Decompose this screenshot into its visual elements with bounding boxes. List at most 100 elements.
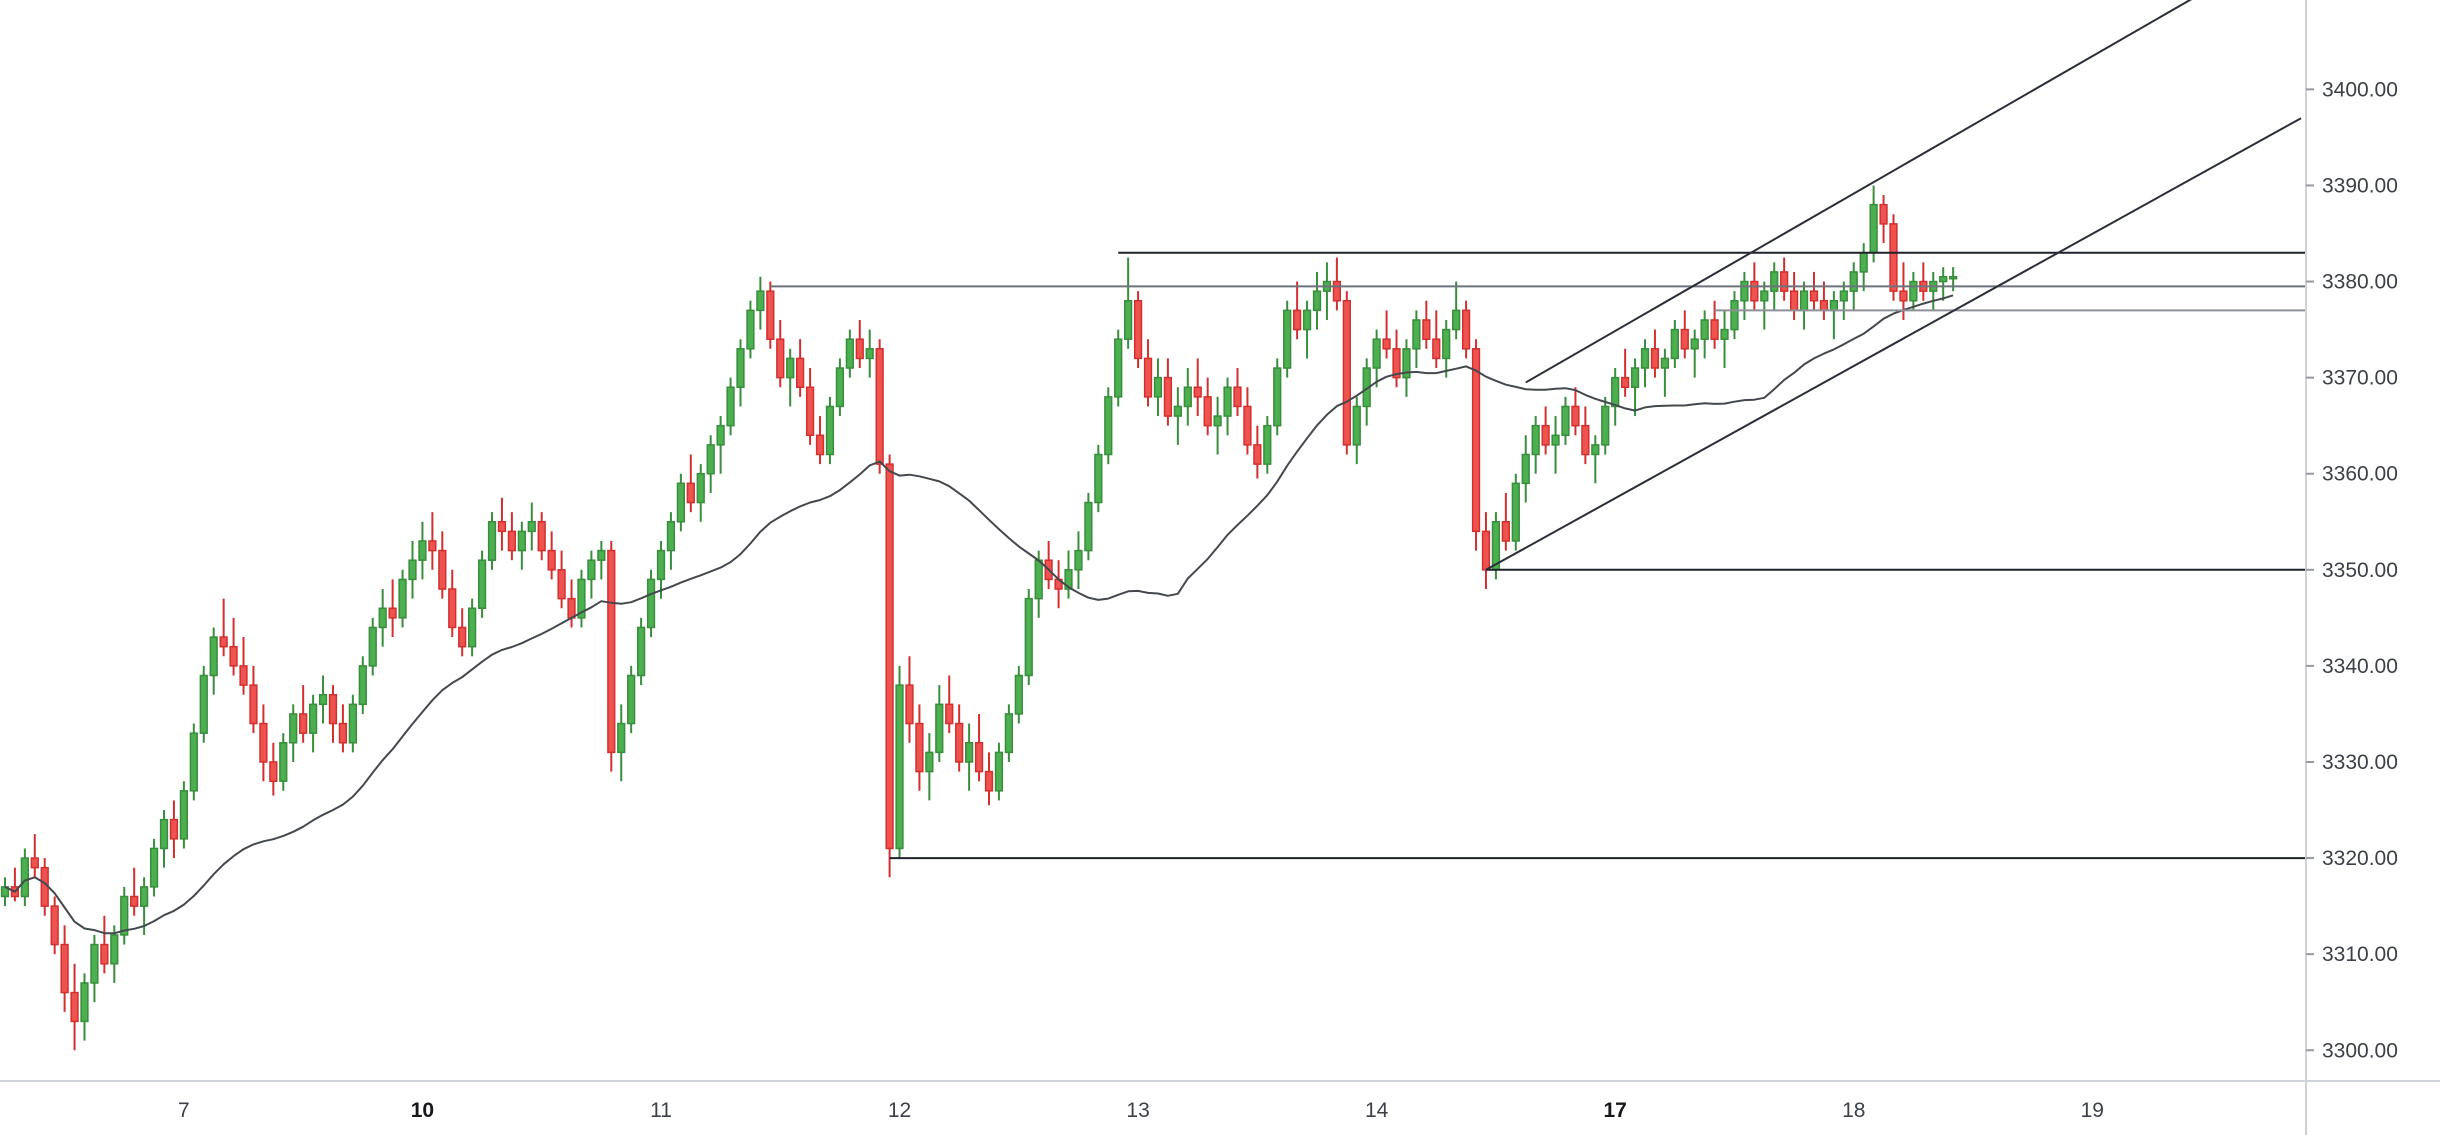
candle-body bbox=[1283, 309, 1292, 369]
candle-body bbox=[487, 521, 497, 561]
candle-body bbox=[1302, 309, 1312, 331]
candle bbox=[468, 598, 477, 657]
candle-body bbox=[1700, 319, 1709, 340]
candle-body bbox=[1292, 309, 1302, 331]
candle-body bbox=[90, 943, 99, 984]
candle-body bbox=[1034, 559, 1043, 600]
candle-body bbox=[1352, 405, 1361, 446]
price-axis-label: 3390.00 bbox=[2322, 174, 2398, 197]
candle-body bbox=[120, 895, 129, 936]
candle-body bbox=[1422, 319, 1431, 340]
trendline[interactable] bbox=[1485, 117, 2302, 571]
candle-body bbox=[358, 665, 367, 706]
candle bbox=[1243, 387, 1252, 455]
candle bbox=[60, 925, 69, 1012]
candle-body bbox=[1939, 275, 1948, 283]
candle bbox=[1690, 329, 1699, 378]
candle bbox=[1302, 300, 1312, 359]
candle bbox=[527, 502, 536, 551]
candle-body bbox=[398, 578, 407, 619]
candle bbox=[1392, 329, 1401, 388]
candle bbox=[686, 454, 695, 513]
candle-body bbox=[1879, 203, 1888, 225]
candle bbox=[935, 685, 944, 762]
candle bbox=[1730, 291, 1739, 340]
candle bbox=[398, 569, 407, 628]
price-axis[interactable]: 3400.00 3390.00 3380.00 3370.00 3360.00 3350.… bbox=[2305, 0, 2398, 1135]
candle-body bbox=[1780, 271, 1789, 292]
candle bbox=[786, 348, 795, 407]
candle bbox=[110, 925, 119, 983]
candle bbox=[517, 521, 526, 570]
candle-body bbox=[139, 886, 149, 907]
candle-body bbox=[1124, 300, 1133, 340]
candle bbox=[179, 781, 189, 849]
candle-body bbox=[1243, 405, 1252, 446]
candle-body bbox=[1859, 251, 1868, 273]
candle bbox=[835, 358, 845, 417]
candle-body bbox=[865, 348, 874, 360]
candle-body bbox=[1461, 309, 1471, 350]
candle-body bbox=[1183, 386, 1192, 408]
candle bbox=[865, 329, 874, 378]
candle-body bbox=[875, 348, 884, 465]
candle-body bbox=[1799, 290, 1809, 312]
candle-body bbox=[209, 636, 218, 677]
candle bbox=[1760, 281, 1769, 330]
candle bbox=[30, 834, 39, 878]
candle-body bbox=[1084, 501, 1093, 552]
candle bbox=[1163, 358, 1173, 426]
time-axis[interactable]: 7 10 11 12 13 14 17 18 19 bbox=[0, 1080, 2440, 1122]
candle-body bbox=[1094, 453, 1103, 504]
candle-body bbox=[796, 357, 805, 388]
candle-body bbox=[1402, 348, 1411, 379]
candle-body bbox=[1660, 357, 1670, 369]
candle-body bbox=[1193, 386, 1202, 398]
candle bbox=[855, 319, 864, 369]
candle-body bbox=[1024, 597, 1033, 677]
candle-body bbox=[497, 521, 507, 533]
candle-body bbox=[289, 713, 298, 744]
time-axis-label: 14 bbox=[1365, 1099, 1389, 1122]
candle bbox=[50, 896, 59, 955]
candle bbox=[149, 838, 159, 897]
trendline[interactable] bbox=[1525, 0, 2202, 384]
candle-body bbox=[1273, 367, 1282, 427]
candle-body bbox=[974, 742, 984, 773]
candle bbox=[1143, 339, 1153, 407]
candle-body bbox=[199, 674, 208, 734]
candle bbox=[1124, 257, 1133, 349]
candle-body bbox=[378, 607, 387, 629]
candle bbox=[656, 540, 666, 599]
candle bbox=[1501, 492, 1510, 551]
candle-body bbox=[984, 770, 994, 792]
candle bbox=[279, 733, 288, 791]
candle bbox=[1292, 281, 1302, 340]
candle bbox=[885, 454, 894, 878]
chart-plot-area[interactable] bbox=[0, 0, 2306, 1051]
candle-body bbox=[776, 338, 785, 379]
candle bbox=[1322, 262, 1332, 320]
candle bbox=[100, 915, 109, 974]
price-axis-label: 3400.00 bbox=[2322, 78, 2398, 101]
candle bbox=[1660, 348, 1670, 397]
candle bbox=[318, 675, 328, 724]
time-axis-label: 17 bbox=[1604, 1099, 1627, 1122]
candle bbox=[607, 540, 616, 772]
candle-body bbox=[1213, 415, 1222, 427]
candle bbox=[1720, 310, 1729, 369]
candle-body bbox=[20, 857, 29, 898]
candle-body bbox=[716, 424, 725, 446]
candle bbox=[1929, 271, 1938, 311]
candle bbox=[964, 723, 974, 791]
candle-body bbox=[328, 693, 338, 725]
candle-body bbox=[1650, 348, 1660, 369]
candle bbox=[358, 656, 367, 714]
candle bbox=[1044, 540, 1053, 590]
candle-body bbox=[80, 982, 89, 1023]
candle bbox=[1879, 195, 1888, 244]
candle bbox=[984, 752, 994, 806]
candle-body bbox=[1730, 300, 1739, 331]
candle bbox=[219, 598, 228, 657]
